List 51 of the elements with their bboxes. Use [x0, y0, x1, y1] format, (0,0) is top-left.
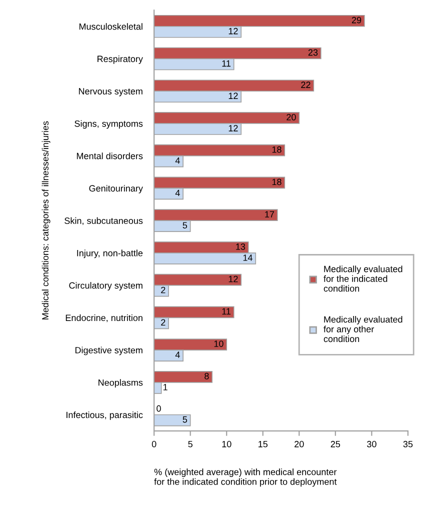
legend-label: Medically evaluated for any other condition: [324, 316, 402, 342]
data-label: 12: [228, 28, 238, 34]
x-tick-label: 0: [152, 440, 156, 448]
y-tick-label: Mental disorders: [76, 152, 143, 160]
x-tick-label: 30: [367, 440, 376, 448]
data-label: 13: [236, 243, 246, 250]
data-label: 4: [175, 190, 180, 196]
y-axis-title: Medical conditions: categories of illnesses/injuries: [42, 121, 50, 320]
data-label: 5: [182, 222, 188, 228]
data-label: 5: [182, 416, 188, 423]
data-label: 11: [222, 308, 231, 315]
data-label: 2: [161, 319, 166, 326]
data-label: 22: [301, 82, 310, 88]
y-tick-label: Nervous system: [78, 88, 142, 96]
data-label: 10: [214, 340, 224, 347]
data-label: 11: [222, 60, 231, 67]
data-label: 12: [228, 276, 238, 282]
x-tick-label: 5: [188, 441, 192, 448]
x-tick-label: 10: [222, 440, 232, 448]
x-tick-label: 35: [403, 440, 413, 448]
y-tick-label: Digestive system: [75, 346, 142, 356]
data-label: 14: [243, 254, 252, 261]
data-label: 12: [228, 92, 238, 99]
legend-label: Medically evaluated for the indicated condition: [324, 266, 402, 292]
data-label: 2: [161, 286, 166, 294]
data-label: 12: [228, 125, 238, 132]
data-label: 0: [156, 405, 161, 412]
data-label: 4: [175, 157, 180, 164]
x-tick-label: 20: [294, 440, 304, 448]
x-axis-title: % (weighted average) with medical encounter for the indicated condition prior to deployment: [154, 468, 337, 487]
y-tick-label: Respiratory: [98, 55, 143, 64]
y-tick-label: Circulatory system: [69, 282, 142, 290]
y-tick-label: Signs, symptoms: [74, 120, 143, 129]
x-tick-label: 15: [258, 441, 268, 448]
data-label: 20: [286, 114, 296, 120]
data-label: 4: [175, 352, 180, 358]
y-tick-label: Skin, subcutaneous: [64, 217, 143, 225]
y-tick-label: Injury, non-battle: [77, 250, 143, 258]
data-label: 29: [352, 16, 362, 24]
x-tick-label: 25: [330, 440, 340, 448]
y-tick-label: Endocrine, nutrition: [66, 314, 142, 322]
y-tick-label: Infectious, parasitic: [66, 411, 143, 420]
y-tick-label: Musculoskeletal: [79, 23, 142, 30]
data-label: 18: [272, 178, 282, 186]
data-label: 1: [163, 384, 168, 390]
data-label: 18: [272, 146, 282, 153]
y-tick-label: Genitourinary: [89, 184, 143, 194]
data-label: 23: [308, 49, 318, 56]
data-label: 8: [204, 372, 209, 380]
y-tick-label: Neoplasms: [98, 379, 143, 388]
data-label: 17: [265, 211, 274, 218]
